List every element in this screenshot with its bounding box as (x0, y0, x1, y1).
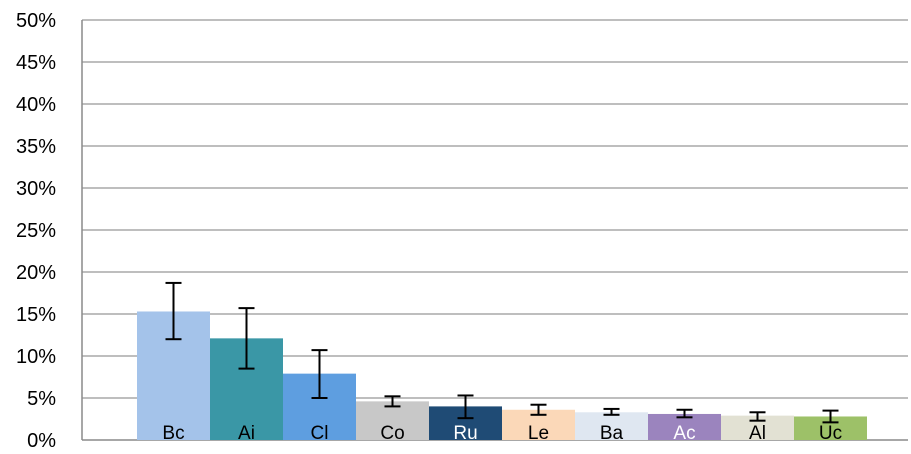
error-bar-al (749, 411, 766, 422)
bar-co (356, 401, 429, 440)
y-tick-label: 30% (16, 178, 56, 200)
y-axis-ticks: 0% 5% 10% 15% 20% 25% 30% 35% 40% 45% 50% (16, 10, 56, 452)
x-tick-label: Al (749, 423, 766, 444)
error-bar-uc (822, 409, 839, 424)
y-tick-label: 50% (16, 10, 56, 32)
category-labels: Bc Ai Cl Co Ru Le Ba Ac Al Uc (162, 423, 842, 444)
error-bar-ac (676, 408, 693, 419)
y-tick-label: 45% (16, 52, 56, 74)
x-tick-label: Le (528, 423, 549, 444)
x-tick-label: Bc (162, 423, 184, 444)
y-tick-label: 40% (16, 94, 56, 116)
y-tick-label: 15% (16, 304, 56, 326)
x-tick-label: Cl (311, 423, 329, 444)
bar-ba (575, 412, 648, 440)
y-tick-label: 5% (27, 388, 56, 410)
bar-uc (794, 416, 867, 440)
error-bar-ba (603, 407, 620, 416)
y-tick-label: 0% (27, 430, 56, 452)
x-tick-label: Ac (673, 423, 695, 444)
x-tick-label: Ai (238, 423, 255, 444)
error-bar-le (530, 403, 547, 416)
y-tick-label: 20% (16, 262, 56, 284)
x-tick-label: Uc (819, 423, 842, 444)
error-bar-cl (311, 349, 328, 399)
error-bar-bc (165, 281, 182, 341)
bars (137, 311, 867, 440)
x-tick-label: Ba (600, 423, 624, 444)
x-tick-label: Ru (453, 423, 477, 444)
error-bars (165, 281, 839, 424)
y-tick-label: 10% (16, 346, 56, 368)
x-tick-label: Co (380, 423, 404, 444)
error-bar-ai (238, 307, 255, 370)
error-bar-ru (457, 394, 474, 420)
y-tick-label: 35% (16, 136, 56, 158)
error-bar-co (384, 395, 401, 408)
y-tick-label: 25% (16, 220, 56, 242)
